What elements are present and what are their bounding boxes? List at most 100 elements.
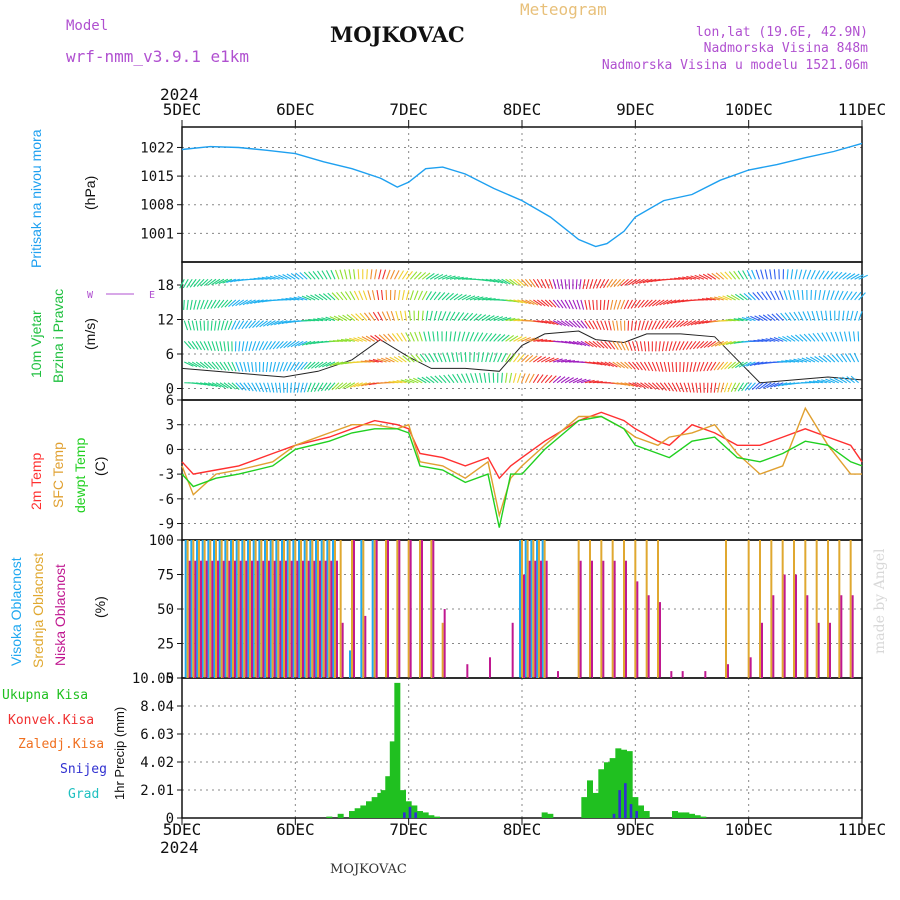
wind-arrow (183, 299, 185, 310)
wind-arrow (724, 361, 733, 370)
y-tick-label: 25 (157, 637, 174, 653)
wind-arrow (414, 331, 419, 342)
wind-arrow (812, 333, 820, 342)
wind-arrow (443, 374, 451, 384)
wind-arrow (858, 292, 866, 301)
wind-arrow (521, 278, 529, 287)
wind-arrow (580, 299, 585, 310)
wind-arrow (417, 290, 423, 301)
wind-arrow (365, 335, 375, 342)
wind-arrow (623, 299, 630, 310)
wind-arrow (545, 357, 555, 363)
wind-arrow (686, 320, 697, 327)
wind-arrow (699, 361, 705, 372)
wind-arrow (247, 382, 254, 392)
wind-arrow (634, 320, 638, 331)
wind-arrow (513, 335, 523, 342)
wind-arrow (282, 273, 292, 280)
wind-arrow (694, 320, 705, 326)
wind-arrow (252, 320, 261, 329)
wind-arrow (616, 382, 627, 386)
wind-arrow (725, 319, 736, 322)
x-tick-label-top: 10DEC (725, 100, 773, 119)
wind-arrow (529, 338, 540, 342)
wind-arrow (199, 320, 202, 331)
wind-arrow (589, 279, 594, 289)
wind-arrow (189, 299, 193, 310)
wind-arrow (529, 355, 538, 363)
wind-arrow (603, 278, 610, 289)
year-label-top: 2024 (160, 85, 199, 104)
wind-arrow (404, 310, 407, 321)
precip-bar (417, 811, 423, 818)
wind-arrow (532, 278, 540, 288)
wind-arrow (754, 315, 764, 322)
wind-arrow (473, 332, 479, 342)
wind-arrow (331, 382, 340, 391)
wind-arrow (355, 313, 364, 322)
wind-arrow (425, 272, 435, 280)
wind-arrow (575, 279, 578, 290)
wind-arrow (737, 317, 748, 322)
wind-arrow (521, 337, 531, 342)
wind-arrow (269, 341, 276, 350)
wind-arrow (801, 357, 812, 363)
wind-arrow (246, 299, 256, 305)
wind-arrow (854, 310, 859, 321)
wind-arrow (262, 362, 265, 373)
wind-arrow (437, 311, 442, 321)
wind-arrow (705, 297, 716, 301)
wind-arrow (485, 278, 496, 283)
precip-bar (604, 762, 610, 818)
wind-arrow (635, 278, 645, 285)
wind-arrow (461, 373, 467, 383)
wind-arrow (493, 333, 501, 342)
precip-bar (411, 805, 418, 818)
wind-arrow (235, 299, 245, 307)
wind-arrow (834, 290, 840, 301)
wind-arrow (792, 290, 796, 301)
precip-bar (626, 751, 633, 818)
wind-arrow (751, 269, 756, 280)
wind-arrow (806, 311, 812, 321)
panel-frame (181, 261, 863, 401)
wind-arrow (755, 382, 764, 390)
wind-arrow (195, 361, 205, 369)
wind-arrow (722, 340, 732, 346)
legend-convective-rain: Konvek.Kisa (8, 713, 95, 728)
wind-arrow (544, 374, 553, 384)
wind-arrow (659, 361, 664, 372)
wind-arrow (775, 313, 784, 322)
wind-arrow (415, 354, 423, 363)
wind-arrow (833, 377, 843, 384)
y-tick-label: 50 (157, 602, 174, 618)
wind-arrow (464, 352, 467, 363)
wind-arrow (283, 340, 292, 349)
model-name: wrf-nmm_v3.9.1 e1km (66, 47, 250, 66)
wind-arrow (217, 320, 221, 331)
wind-arrow (802, 269, 807, 280)
wind-arrow (300, 382, 304, 393)
wind-arrow (278, 382, 282, 393)
wind-arrow (686, 361, 689, 373)
wind-arrow (509, 318, 520, 322)
x-tick-label-top: 8DEC (503, 100, 542, 119)
wind-arrow (786, 335, 796, 342)
wind-arrow (445, 311, 451, 321)
wind-arrow (785, 359, 796, 363)
snow-bar (403, 812, 406, 818)
wind-arrow (647, 341, 650, 352)
wind-arrow (488, 372, 491, 383)
wind-arrow (340, 291, 348, 301)
wind-arrow (588, 361, 599, 365)
wind-arrow (335, 382, 344, 390)
wind-arrow (821, 332, 828, 342)
wind-arrow (290, 382, 292, 393)
wind-arrow (253, 299, 264, 304)
wind-arrow (179, 279, 185, 289)
wind-arrow (834, 331, 840, 342)
wind-arrow (760, 269, 764, 280)
wind-arrow (183, 320, 189, 331)
precip-bar (428, 815, 435, 818)
